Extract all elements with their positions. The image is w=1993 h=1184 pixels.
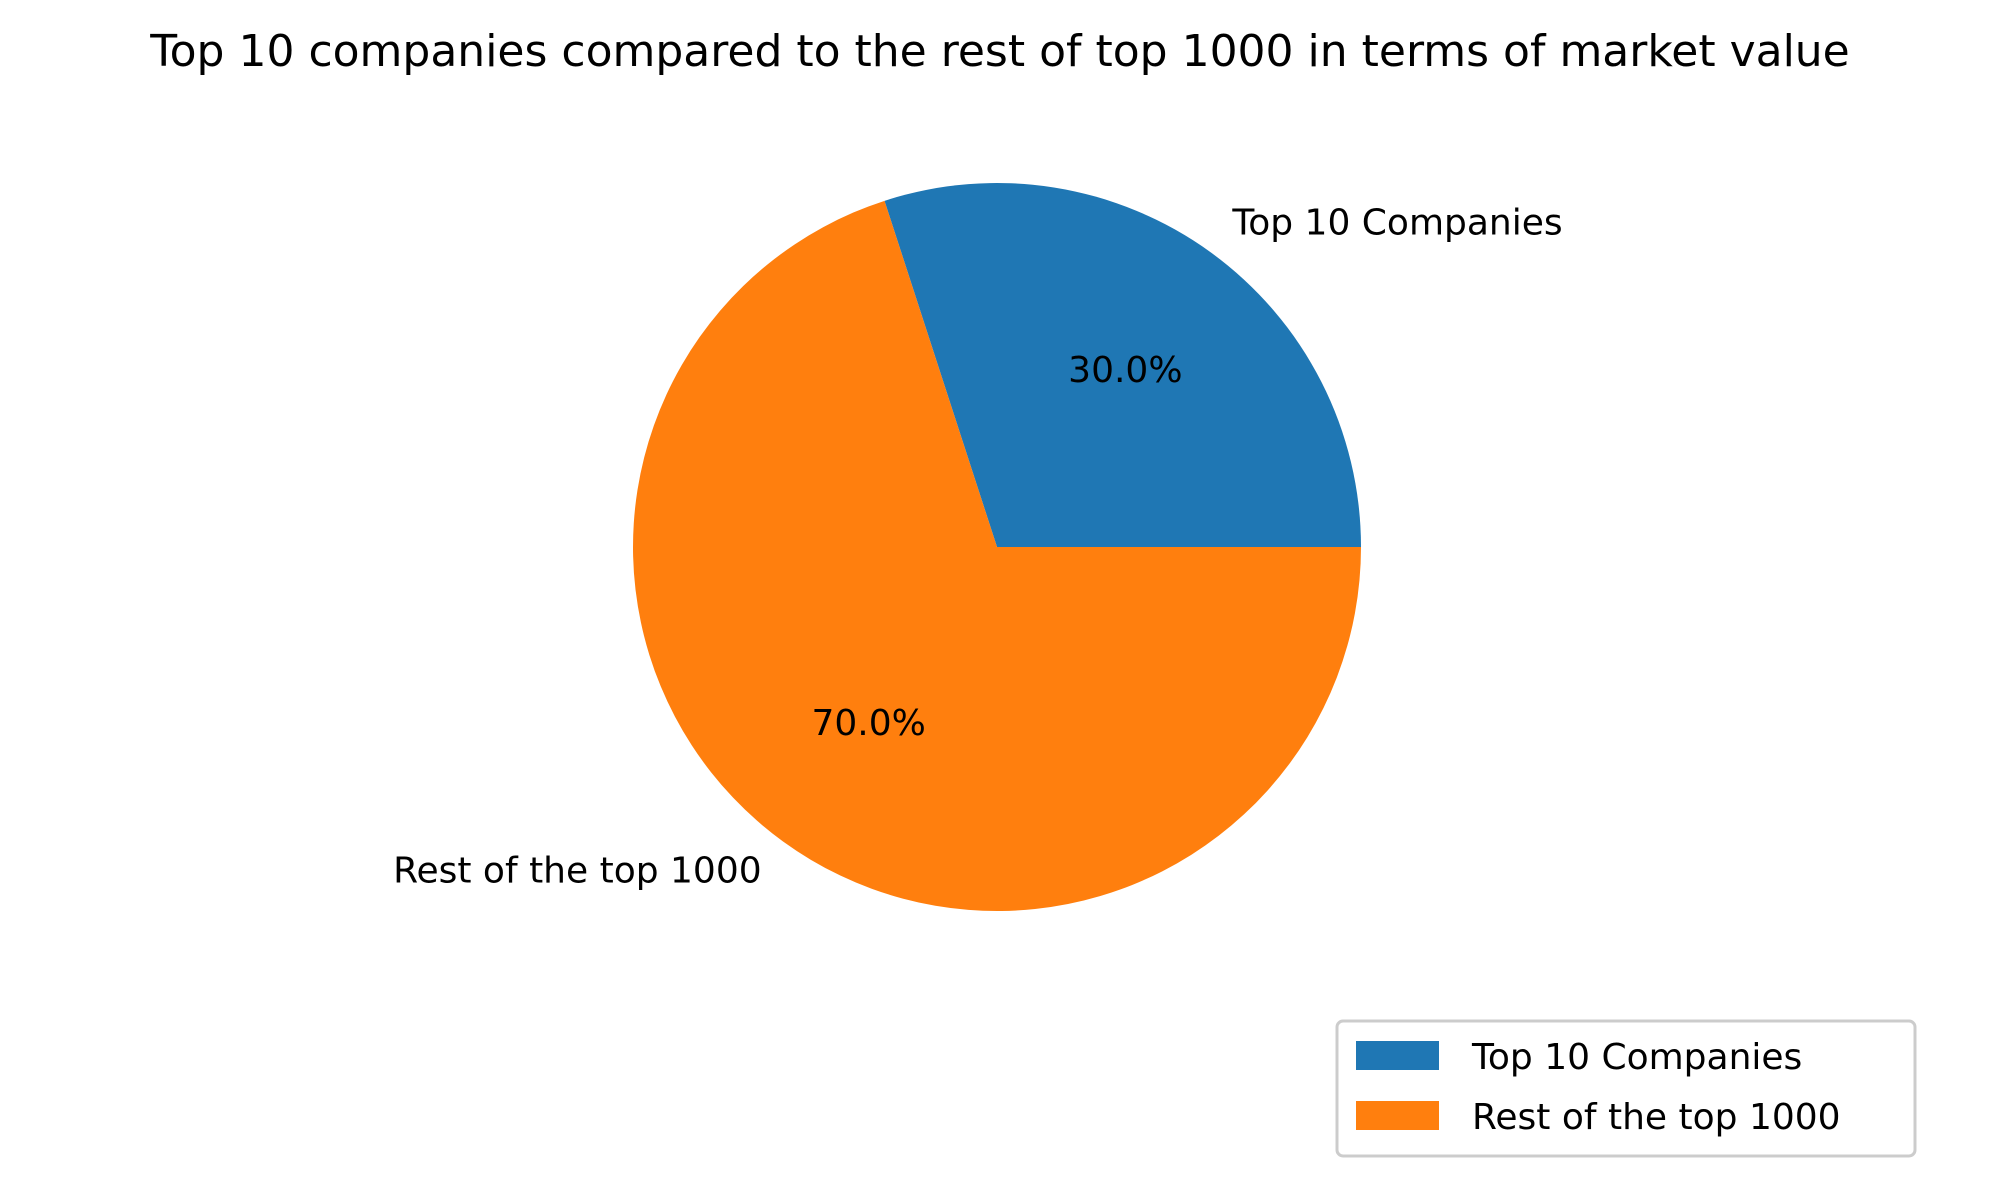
slice-labels: Top 10 Companies Rest of the top 1000 [393, 203, 1563, 892]
slice-label-rest-of-the-top-1000: Rest of the top 1000 [393, 850, 762, 891]
legend-swatch-rest-of-top-1000 [1356, 1101, 1439, 1130]
slice-percent-top-10-companies: 30.0% [1068, 350, 1182, 391]
percent-labels: 30.0% 70.0% [811, 350, 1182, 744]
slice-percent-rest-of-the-top-1000: 70.0% [811, 703, 925, 744]
pie-slice-top-10-companies [884, 183, 1361, 547]
pie-slice-rest-of-the-top-1000 [633, 200, 1361, 911]
legend-label-rest-of-top-1000: Rest of the top 1000 [1472, 1097, 1841, 1138]
slice-label-top-10-companies: Top 10 Companies [1231, 203, 1562, 244]
pie-slices [633, 183, 1361, 911]
legend-frame [1335, 1019, 1917, 1158]
chart-title: Top 10 companies compared to the rest of… [149, 26, 1850, 77]
legend: Top 10 Companies Rest of the top 1000 [1335, 1019, 1917, 1158]
legend-swatch-top-10-companies [1356, 1041, 1439, 1070]
legend-label-top-10-companies: Top 10 Companies [1471, 1037, 1802, 1078]
